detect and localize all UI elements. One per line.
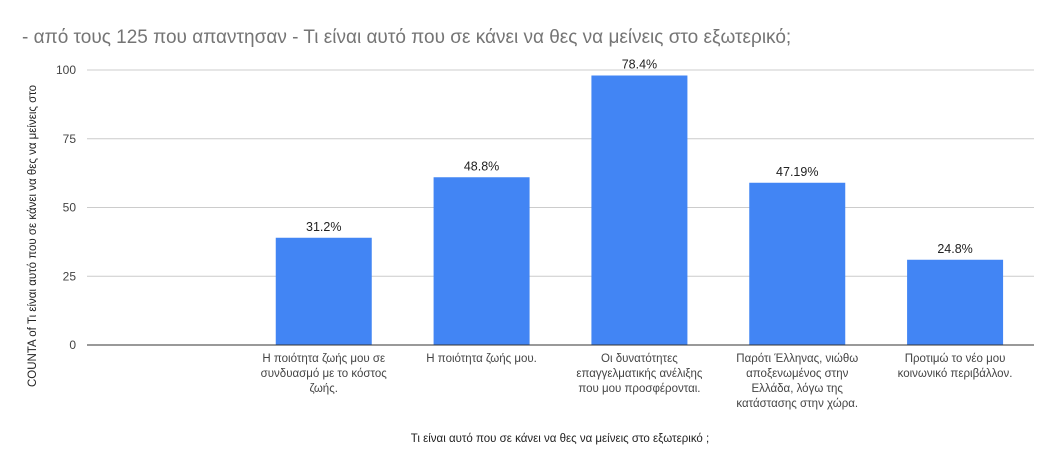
x-category-line: ζωής.: [310, 383, 338, 395]
x-axis-categories: Η ποιότητα ζωής μου σε συνδυασμό με το κό…: [261, 353, 1013, 410]
x-category-line: αποξενωμένος στην: [746, 368, 848, 380]
x-category-line: κοινωνικό περιβάλλον.: [898, 368, 1013, 380]
x-category-line: Η ποιότητα ζωής μου.: [426, 353, 537, 365]
x-category-line: επαγγελματικής ανέλιξης: [576, 368, 703, 380]
x-category-line: Οι δυνατότητες: [601, 353, 678, 365]
y-axis-ticks: 0 25 50 75 100: [56, 63, 76, 352]
bar: [433, 177, 530, 345]
data-label: 48.8%: [464, 159, 499, 173]
x-category-label: Οι δυνατότητες επαγγελματικής ανέλιξης που…: [576, 353, 703, 395]
x-category-line: Η ποιότητα ζωής μου σε: [262, 353, 385, 365]
data-labels: 31.2% 48.8% 78.4% 47.19% 24.8%: [306, 58, 973, 256]
x-category-line: Προτιμώ το νέο μου: [905, 353, 1006, 365]
y-tick-label: 50: [63, 201, 77, 215]
bar: [749, 182, 846, 345]
x-category-label: Η ποιότητα ζωής μου.: [426, 353, 537, 365]
x-category-line: Ελλάδα, λόγω της: [752, 383, 844, 395]
data-label: 47.19%: [776, 165, 818, 179]
x-category-line: Παρότι Έλληνας, νιώθω: [736, 353, 858, 365]
x-category-label: Παρότι Έλληνας, νιώθω αποξενωμένος στην Ελ…: [736, 353, 858, 410]
x-category-line: κατάστασης στην χώρα.: [736, 398, 858, 410]
x-category-label: Η ποιότητα ζωής μου σε συνδυασμό με το κό…: [261, 353, 388, 395]
gridlines: [87, 69, 1034, 277]
x-category-line: που μου προσφέρονται.: [578, 383, 700, 395]
y-tick-label: 0: [69, 338, 76, 352]
data-label: 31.2%: [306, 220, 341, 234]
bars: [275, 75, 1004, 345]
data-label: 78.4%: [622, 58, 657, 72]
y-tick-label: 25: [63, 269, 77, 283]
y-axis-title: COUNTA of Τι είναι αυτό που σε κάνει να …: [27, 85, 39, 387]
x-category-label: Προτιμώ το νέο μου κοινωνικό περιβάλλον.: [898, 353, 1013, 380]
data-label: 24.8%: [937, 242, 972, 256]
bar: [275, 237, 372, 345]
bar: [591, 75, 688, 345]
y-tick-label: 75: [63, 132, 77, 146]
x-axis-title: Τι είναι αυτό που σε κάνει να θες να μεί…: [411, 433, 709, 445]
x-category-line: συνδυασμό με το κόστος: [261, 368, 388, 380]
bar: [907, 259, 1004, 345]
chart-title: - από τους 125 που απαντησαν - Τι είναι …: [22, 27, 791, 48]
y-tick-label: 100: [56, 63, 76, 77]
